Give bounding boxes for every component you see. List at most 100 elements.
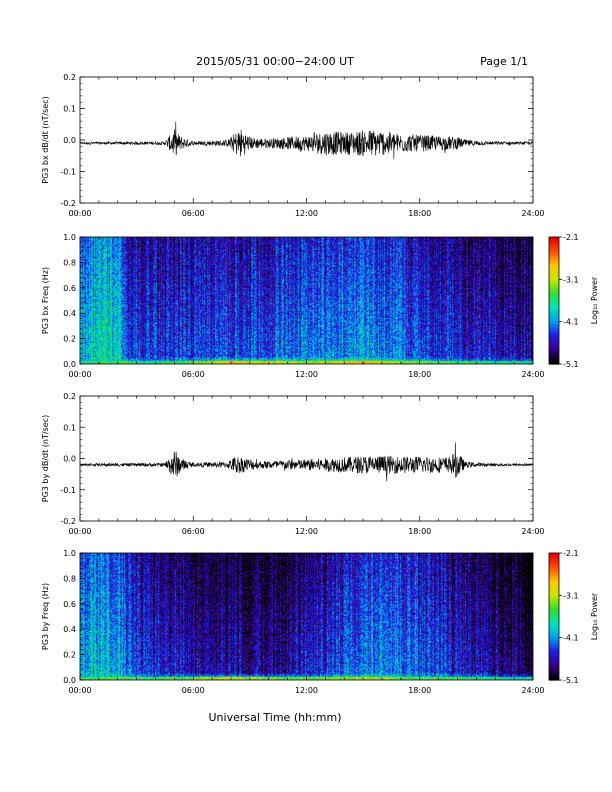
colorbar-swatch	[549, 338, 559, 342]
colorbar-frame	[548, 552, 560, 681]
colorbar-swatch	[549, 669, 559, 673]
x-tick-label: 06:00	[182, 686, 205, 695]
panels: 00:00 06:00 12:00 18:00 24:00 0.2 0.1 0.0 -0.1 -0…	[41, 73, 599, 695]
colorbar-swatch	[549, 304, 559, 308]
colorbar-swatch	[549, 559, 559, 563]
colorbar-tick-label: -2.1	[563, 549, 579, 558]
y-tick-label: 0.8	[63, 258, 76, 267]
colorbar-swatch	[549, 315, 559, 319]
colorbar-swatch	[549, 557, 559, 560]
page-title: 2015/05/31 00:00−24:00 UT	[196, 55, 354, 68]
colorbar-tick-label: -3.1	[563, 591, 579, 600]
spectrogram-canvas	[80, 237, 533, 364]
colorbar-swatch	[549, 599, 559, 603]
colorbar-swatch	[549, 353, 559, 357]
colorbar-swatch	[549, 355, 559, 359]
colorbar-swatch	[549, 294, 559, 297]
y-tick-label: -0.2	[60, 199, 76, 208]
colorbar-swatch	[549, 325, 559, 329]
colorbar-swatch	[549, 582, 559, 586]
colorbar-swatch	[549, 287, 559, 291]
y-tick-label: 0.0	[63, 360, 76, 369]
colorbar-swatch	[549, 281, 559, 285]
y-axis-label: PG3 bx dB/dt (nT/sec)	[41, 96, 50, 183]
colorbar-tick-label: -5.1	[563, 360, 579, 369]
colorbar-swatch	[549, 597, 559, 601]
y-tick-label: 1.0	[63, 549, 76, 558]
colorbar-swatch	[549, 251, 559, 255]
colorbar-swatch	[549, 277, 559, 280]
x-tick-label: 24:00	[521, 370, 544, 379]
colorbar-swatch	[549, 608, 559, 611]
waveform-line	[79, 121, 534, 159]
x-tick-label: 06:00	[182, 527, 205, 536]
colorbar-swatch	[549, 586, 559, 590]
colorbar-swatch	[549, 243, 559, 247]
colorbar-swatch	[549, 612, 559, 615]
x-tick-label: 18:00	[408, 527, 431, 536]
y-axis-label: PG3 by Freq (Hz)	[41, 583, 50, 650]
x-tick-label: 00:00	[68, 686, 91, 695]
colorbar-swatch	[549, 635, 559, 639]
y-tick-label: 0.6	[63, 284, 76, 293]
x-tick-label: 00:00	[68, 209, 91, 218]
x-tick-label: 18:00	[408, 370, 431, 379]
colorbar-swatch	[549, 279, 559, 283]
colorbar-tick-label: -4.1	[563, 634, 579, 643]
y-tick-label: 0.0	[63, 136, 76, 145]
colorbar-swatch	[549, 296, 559, 299]
colorbar-swatch	[549, 260, 559, 263]
panel-2: -2.1 -3.1 -4.1 -5.1 Log₁₀ Power 00:00 06:00 12:…	[41, 233, 599, 379]
colorbar-swatch	[549, 292, 559, 295]
colorbar-label: Log₁₀ Power	[590, 276, 599, 324]
spectrogram	[80, 237, 533, 364]
colorbar-swatch	[549, 673, 559, 677]
colorbar-tick-label: -3.1	[563, 275, 579, 284]
y-tick-label: 0.0	[63, 455, 76, 464]
y-tick-label: 0.1	[63, 423, 76, 432]
y-tick-label: 1.0	[63, 233, 76, 242]
colorbar-label: Log₁₀ Power	[590, 592, 599, 640]
colorbar-swatch	[549, 652, 559, 656]
colorbar-swatch	[549, 618, 559, 622]
colorbar-swatch	[549, 258, 559, 261]
colorbar-swatch	[549, 283, 559, 287]
colorbar-frame	[548, 236, 560, 365]
colorbar-swatch	[549, 561, 559, 565]
colorbar-swatch	[549, 646, 559, 649]
colorbar-swatch	[549, 245, 559, 249]
colorbar-swatch	[549, 667, 559, 671]
y-tick-label: 0.4	[63, 309, 76, 318]
colorbar-swatch	[549, 249, 559, 253]
colorbar-swatch	[549, 629, 559, 632]
colorbar-swatch	[549, 241, 559, 244]
colorbar-swatch	[549, 275, 559, 278]
x-tick-label: 12:00	[295, 527, 318, 536]
colorbar-swatch	[549, 336, 559, 340]
waveform-line	[79, 442, 534, 481]
y-tick-label: 0.2	[63, 335, 76, 344]
colorbar-swatch	[549, 321, 559, 325]
colorbar-swatch	[549, 302, 559, 306]
page-number: Page 1/1	[480, 55, 528, 68]
colorbar-swatch	[549, 555, 559, 558]
colorbar-tick-label: -2.1	[563, 233, 579, 242]
colorbar-swatch	[549, 323, 559, 327]
colorbar-swatch	[549, 572, 559, 575]
colorbar-swatch	[549, 567, 559, 571]
y-tick-label: 0.4	[63, 625, 76, 634]
colorbar-swatch	[549, 639, 559, 643]
colorbar-swatch	[549, 264, 559, 268]
colorbar-swatch	[549, 237, 559, 240]
x-tick-label: 24:00	[521, 209, 544, 218]
x-tick-label: 12:00	[295, 209, 318, 218]
x-tick-label: 24:00	[521, 686, 544, 695]
colorbar-swatch	[549, 565, 559, 569]
colorbar-tick-label: -4.1	[563, 318, 579, 327]
colorbar-swatch	[549, 253, 559, 257]
x-tick-label: 06:00	[182, 370, 205, 379]
colorbar-swatch	[549, 641, 559, 645]
y-tick-label: 0.0	[63, 676, 76, 685]
colorbar-swatch	[549, 620, 559, 624]
